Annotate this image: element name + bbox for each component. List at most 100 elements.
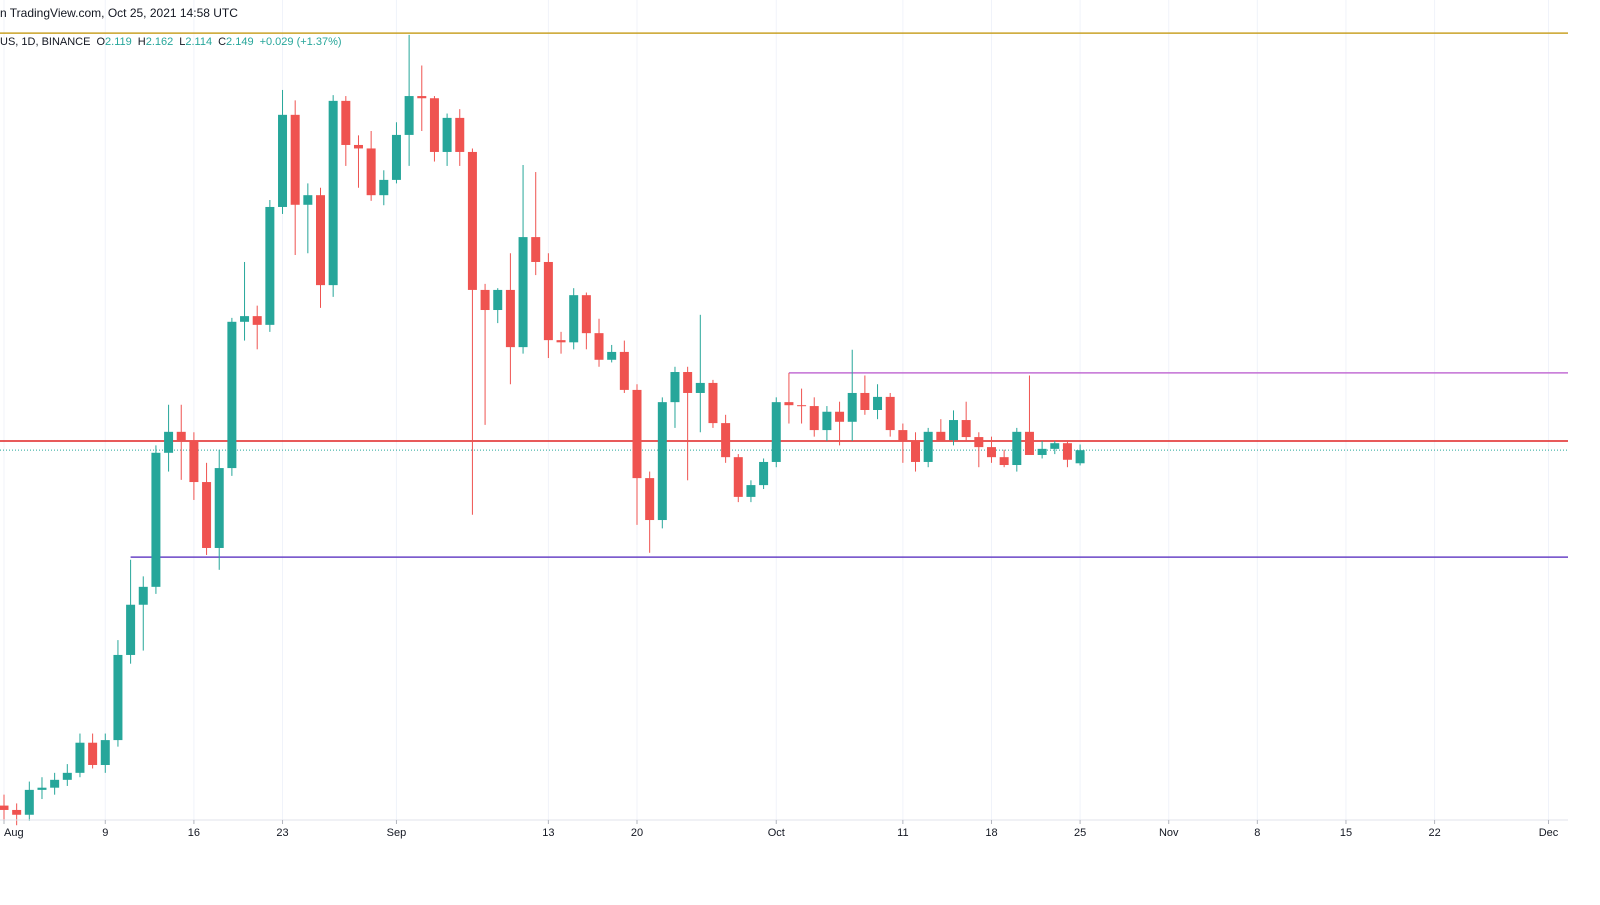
ohlc-value: 2.149: [226, 36, 254, 48]
candle-body: [733, 457, 743, 497]
symbol-label: US, 1D, BINANCE: [0, 36, 90, 48]
candle-body: [645, 478, 655, 521]
candle-body: [316, 195, 325, 286]
candle-body: [670, 372, 680, 403]
candle-body: [746, 485, 756, 497]
candle-body: [75, 742, 85, 773]
levels: [0, 32, 1568, 558]
candle-body: [379, 179, 389, 196]
candle-body: [278, 114, 288, 207]
candle-body: [480, 289, 490, 311]
candle-body: [37, 787, 47, 790]
candle-body: [1050, 443, 1060, 449]
candle-body: [594, 333, 604, 360]
candle-body: [467, 151, 477, 290]
candle-body: [404, 96, 414, 135]
x-tick-label: Dec: [1539, 827, 1559, 839]
candle-body: [543, 261, 553, 341]
candle-body: [113, 654, 123, 741]
candle-body: [493, 289, 503, 311]
candle-body: [138, 586, 148, 605]
candle-body: [835, 411, 845, 422]
candle-body: [189, 440, 199, 483]
ohlc-key: O: [96, 36, 105, 48]
candle-body: [1012, 431, 1022, 466]
candle-body: [1062, 443, 1072, 460]
ohlc-legend: US, 1D, BINANCE O2.119 H2.162 L2.114 C2.149 +…: [0, 36, 342, 48]
ohlc-key: C: [218, 36, 226, 48]
candle-body: [341, 100, 351, 145]
candle-body: [999, 457, 1009, 466]
source-label: n TradingView.com, Oct 25, 2021 14:58 UT…: [0, 6, 238, 20]
candle-body: [240, 316, 250, 322]
x-tick-label: 22: [1428, 827, 1440, 839]
candle-body: [429, 98, 439, 152]
x-tick-label: 20: [631, 827, 643, 839]
x-tick-label: Sep: [387, 827, 407, 839]
candle-body: [986, 447, 996, 458]
candle-body: [847, 392, 857, 422]
candle-body: [695, 382, 705, 393]
ohlc-value: 2.119: [105, 36, 132, 48]
candle-body: [366, 148, 376, 196]
candle-body: [1037, 448, 1047, 455]
candle-body: [227, 321, 237, 469]
candle-body: [151, 452, 161, 587]
ohlc-value: 2.162: [146, 36, 174, 48]
candle-body: [721, 423, 731, 458]
x-tick-label: 9: [102, 827, 108, 839]
x-tick-label: Aug: [4, 827, 24, 839]
ohlc-key: L: [179, 36, 185, 48]
candle-body: [949, 420, 958, 441]
candle-body: [1024, 431, 1034, 455]
candle-body: [62, 772, 72, 780]
candle-body: [455, 117, 465, 152]
candle-body: [202, 482, 212, 548]
ohlc-value: 2.114: [185, 36, 212, 48]
x-tick-label: 8: [1254, 827, 1260, 839]
candle-body: [708, 382, 718, 424]
candle-body: [328, 100, 338, 286]
candle-body: [417, 96, 427, 99]
candle-body: [885, 396, 895, 431]
x-tick-label: 13: [542, 827, 554, 839]
candle-body: [797, 405, 807, 407]
candle-body: [936, 431, 946, 441]
candle-body: [164, 431, 174, 453]
candle-body: [12, 809, 22, 815]
candle-body: [531, 237, 541, 262]
candle-body: [303, 195, 313, 205]
candle-body: [50, 779, 60, 788]
x-tick-label: 16: [188, 827, 200, 839]
x-tick-label: 11: [897, 827, 908, 839]
candle-body: [974, 437, 984, 448]
candle-body: [569, 295, 579, 343]
x-tick-label: 25: [1074, 827, 1086, 839]
candle-body: [1075, 450, 1085, 464]
candle-body: [581, 295, 591, 334]
candle-body: [619, 351, 629, 390]
candle-body: [923, 431, 933, 462]
x-tick-label: Nov: [1159, 827, 1179, 839]
candle-body: [518, 237, 528, 348]
candle-body: [88, 742, 98, 765]
candle-body: [860, 392, 870, 410]
candle-body: [252, 316, 262, 325]
candle-body: [176, 431, 186, 441]
candle-body: [809, 406, 819, 431]
x-tick-label: Oct: [768, 827, 785, 839]
grid: [3, 0, 1550, 820]
candle-body: [771, 402, 781, 462]
candle-body: [683, 372, 693, 393]
candle-body: [391, 134, 401, 180]
candle-body: [759, 461, 769, 486]
candle-body: [214, 468, 224, 548]
candle-body: [0, 805, 9, 810]
candle-body: [556, 340, 566, 343]
x-tick-label: 15: [1340, 827, 1352, 839]
candle-body: [24, 789, 34, 815]
change-label: +0.029 (+1.37%): [260, 36, 342, 48]
candle-body: [442, 117, 452, 152]
candle-body: [100, 740, 110, 765]
